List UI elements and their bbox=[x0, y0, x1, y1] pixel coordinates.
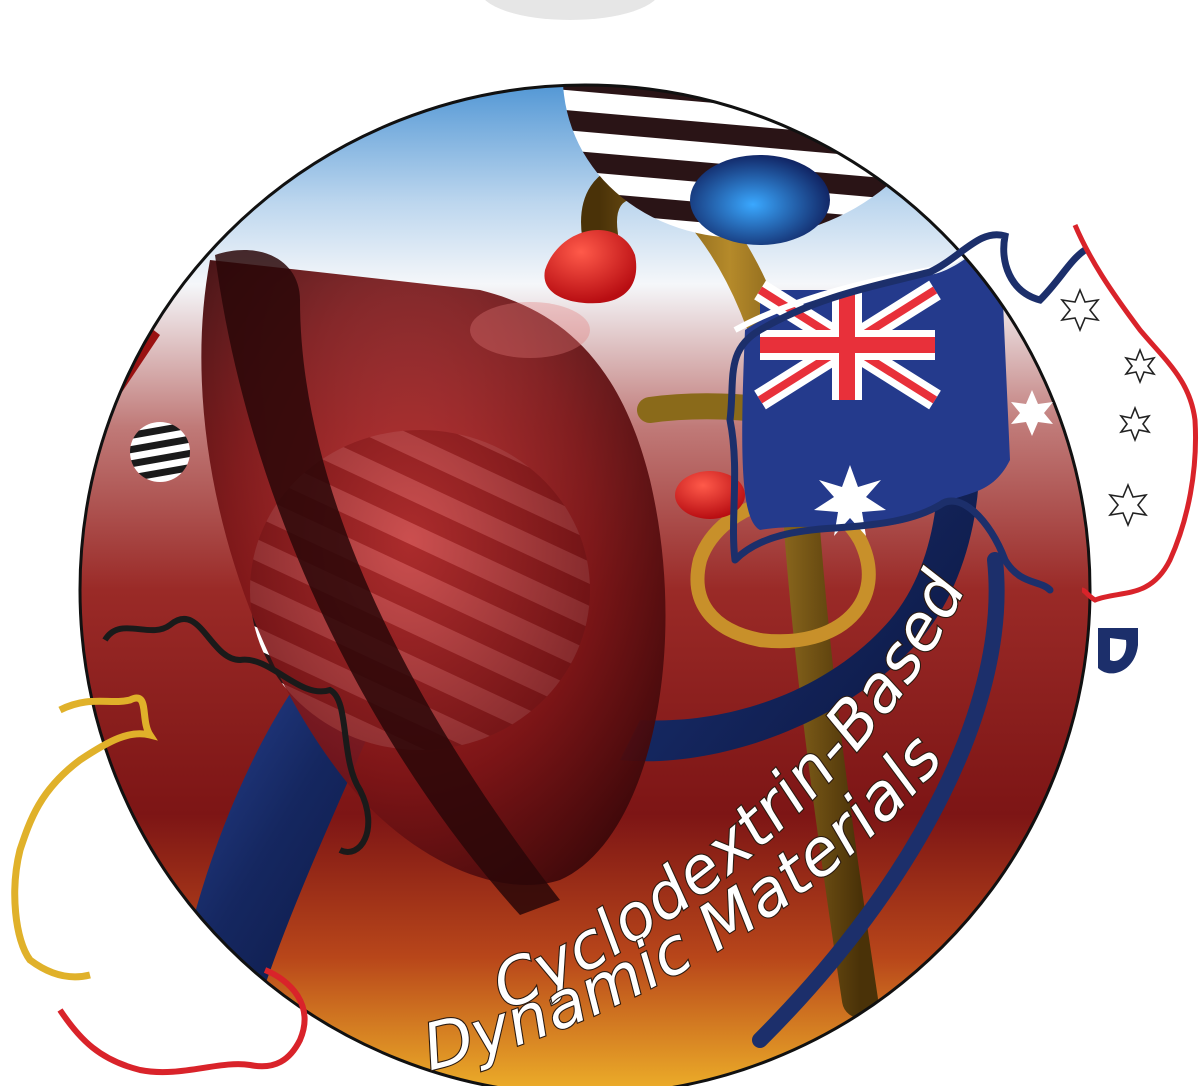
red-cone bbox=[201, 260, 666, 885]
star-icon bbox=[1124, 347, 1156, 385]
cone-highlight bbox=[470, 302, 590, 358]
main-circle-scene bbox=[80, 85, 1090, 1086]
star-icon bbox=[1060, 287, 1100, 333]
cone-dark-band bbox=[215, 250, 560, 915]
navy-thin-arc bbox=[752, 552, 1005, 1048]
star-icon bbox=[1108, 482, 1148, 528]
star-icon bbox=[1119, 405, 1151, 443]
navy-ribbon-right bbox=[620, 330, 980, 762]
top-grey-arc bbox=[485, 0, 655, 20]
star-icon bbox=[1011, 390, 1053, 436]
circle-border bbox=[78, 83, 1092, 1086]
red-cap-middle bbox=[675, 471, 745, 519]
blue-map-outline bbox=[726, 231, 1089, 594]
gold-outline-squiggle bbox=[11, 694, 158, 981]
star-icon bbox=[814, 465, 886, 536]
red-outline-squiggle bbox=[57, 967, 308, 1076]
small-striped-ball bbox=[130, 422, 190, 482]
australia-map-outline-icon bbox=[1011, 224, 1198, 674]
dark-outline-squiggle bbox=[102, 615, 372, 855]
red-cap-top bbox=[544, 229, 637, 304]
